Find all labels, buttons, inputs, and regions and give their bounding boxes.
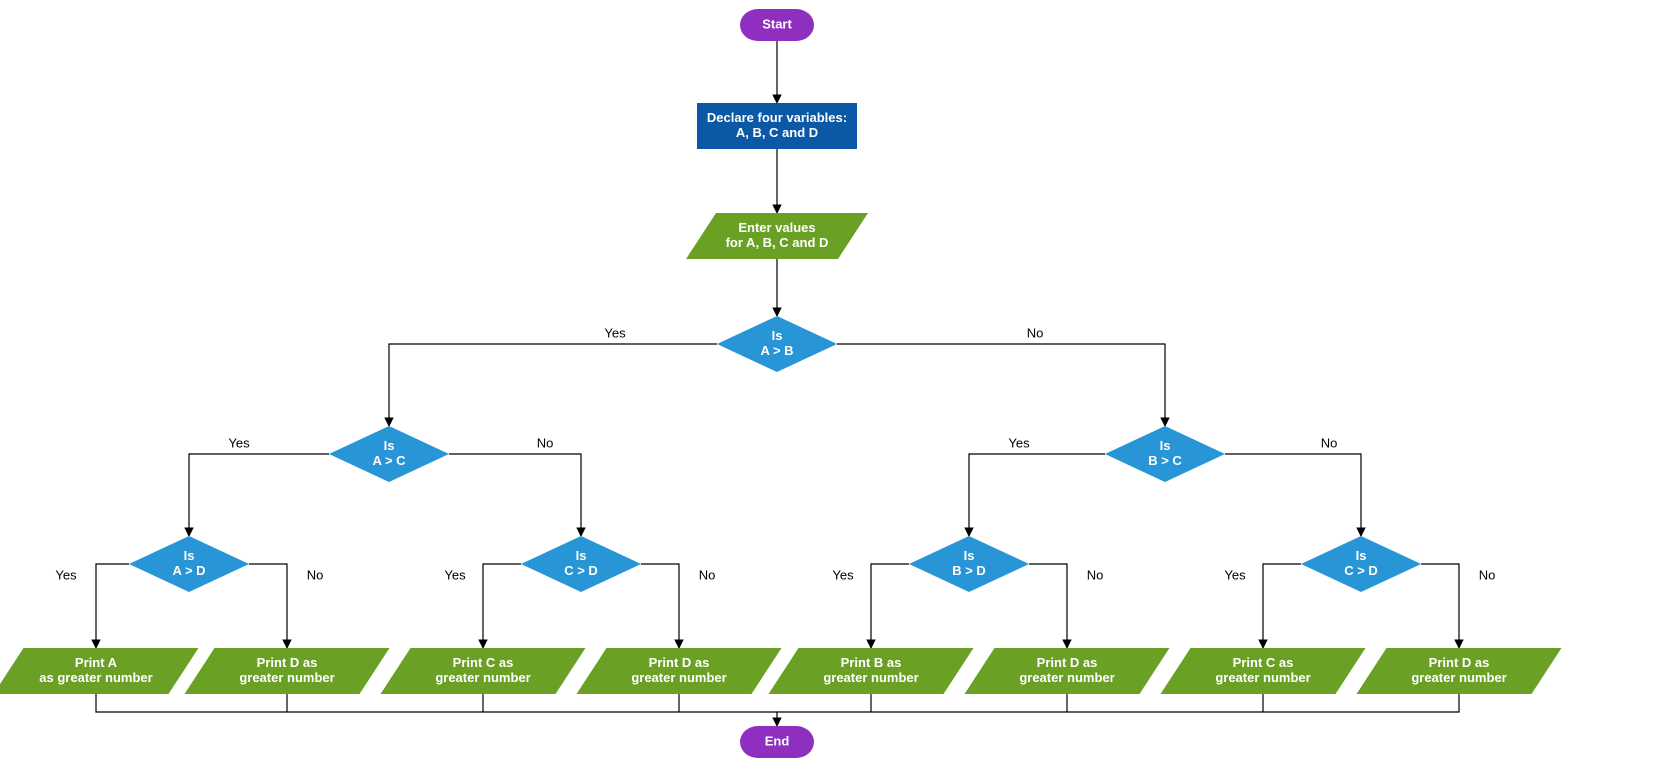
node-label: Is [1160,438,1171,453]
edge-label: No [1087,567,1104,582]
node-label: Print B as [841,655,902,670]
edge-label: Yes [1008,435,1030,450]
node-d_cd1: IsC > D [521,536,641,592]
node-label: C > D [1344,563,1378,578]
flow-edge [1225,454,1361,536]
node-label: A, B, C and D [736,125,818,140]
node-pd4: Print D asgreater number [1357,648,1562,694]
node-label: Print C as [453,655,514,670]
edge-label: No [1479,567,1496,582]
node-label: Print D as [257,655,318,670]
node-label: A > B [760,343,793,358]
node-pd1: Print D asgreater number [185,648,390,694]
node-label: Print A [75,655,118,670]
node-d_bc: IsB > C [1105,426,1225,482]
node-label: Print D as [649,655,710,670]
node-label: End [765,733,790,748]
flow-edge [871,564,909,648]
flow-edge [449,454,581,536]
node-label: greater number [1019,670,1114,685]
edge-label: Yes [1224,567,1246,582]
node-label: Start [762,16,792,31]
flow-edge [96,564,129,648]
edge-label: No [537,435,554,450]
node-label: Is [184,548,195,563]
node-pc2: Print C asgreater number [1161,648,1366,694]
node-label: Enter values [738,220,815,235]
edge-label: No [1027,325,1044,340]
edge-label: No [307,567,324,582]
edge-label: Yes [228,435,250,450]
flow-edge [837,344,1165,426]
node-input: Enter valuesfor A, B, C and D [686,213,868,259]
node-declare: Declare four variables:A, B, C and D [697,103,857,149]
node-d_ab: IsA > B [717,316,837,372]
node-label: Print D as [1037,655,1098,670]
node-label: greater number [631,670,726,685]
node-label: greater number [435,670,530,685]
node-label: for A, B, C and D [726,235,829,250]
node-pb: Print B asgreater number [769,648,974,694]
node-d_bd: IsB > D [909,536,1029,592]
flow-edge [777,694,1459,712]
edge-label: No [699,567,716,582]
node-label: greater number [823,670,918,685]
edge-label: Yes [832,567,854,582]
flowchart-canvas: YesNoYesNoYesNoYesNoYesNoYesNoYesNoStart… [0,0,1675,763]
flow-edge [483,564,521,648]
flow-edge [96,694,777,726]
edge-label: No [1321,435,1338,450]
flow-edge [189,454,329,536]
node-label: greater number [1411,670,1506,685]
node-label: Print D as [1429,655,1490,670]
node-end: End [740,726,814,758]
node-label: B > D [952,563,986,578]
node-label: Is [1356,548,1367,563]
node-label: greater number [1215,670,1310,685]
edge-label: Yes [55,567,77,582]
node-pa: Print Aas greater number [0,648,199,694]
node-d_ad: IsA > D [129,536,249,592]
node-label: Is [964,548,975,563]
flow-edge [1029,564,1067,648]
node-pc1: Print C asgreater number [381,648,586,694]
node-d_cd2: IsC > D [1301,536,1421,592]
flow-edge [969,454,1105,536]
node-pd2: Print D asgreater number [577,648,782,694]
node-label: A > C [372,453,406,468]
node-label: Is [576,548,587,563]
node-label: C > D [564,563,598,578]
node-label: as greater number [39,670,152,685]
node-pd3: Print D asgreater number [965,648,1170,694]
node-label: Print C as [1233,655,1294,670]
flow-edge [249,564,287,648]
node-d_ac: IsA > C [329,426,449,482]
node-label: A > D [172,563,205,578]
flow-edge [1421,564,1459,648]
flow-edge [641,564,679,648]
node-label: Declare four variables: [707,110,847,125]
node-label: B > C [1148,453,1182,468]
edge-label: Yes [604,325,626,340]
node-start: Start [740,9,814,41]
node-label: greater number [239,670,334,685]
flow-edge [1263,564,1301,648]
nodes-layer: Start Declare four variables:A, B, C and … [0,9,1562,758]
edge-label: Yes [444,567,466,582]
node-label: Is [772,328,783,343]
node-label: Is [384,438,395,453]
flow-edge [389,344,717,426]
